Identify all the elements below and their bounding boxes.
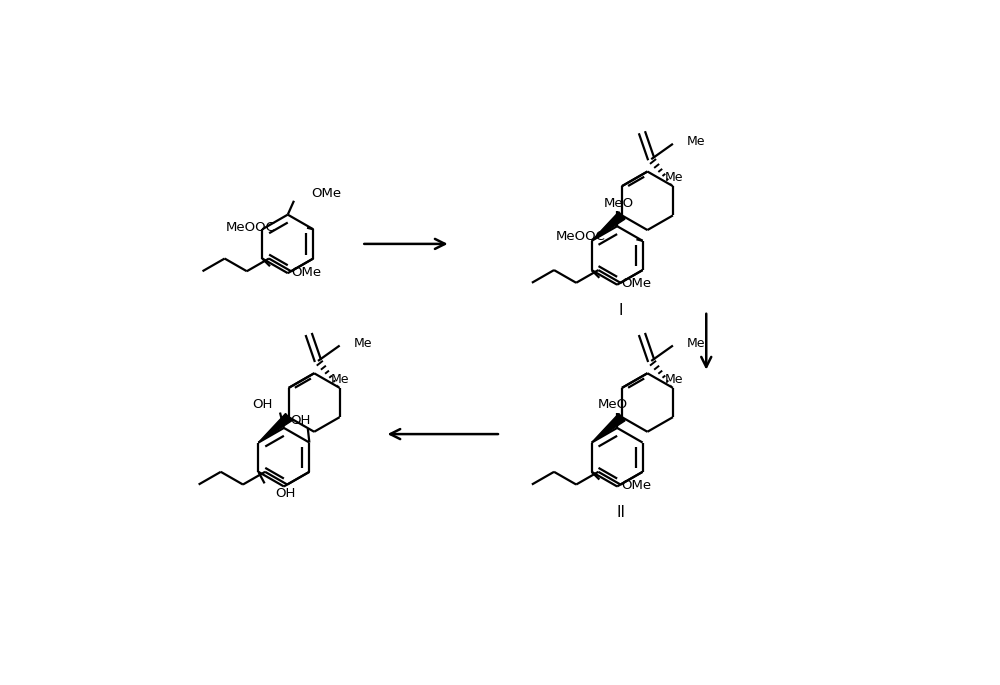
Text: MeO: MeO bbox=[604, 197, 634, 210]
Text: OMe: OMe bbox=[311, 186, 341, 199]
Text: Me: Me bbox=[687, 135, 705, 148]
Text: MeOOC: MeOOC bbox=[556, 230, 605, 243]
Text: Me: Me bbox=[354, 337, 372, 350]
Polygon shape bbox=[592, 212, 625, 241]
Text: Me: Me bbox=[664, 171, 683, 184]
Text: I: I bbox=[619, 303, 623, 319]
Text: Me: Me bbox=[687, 337, 705, 350]
Text: OMe: OMe bbox=[621, 277, 651, 290]
Text: OMe: OMe bbox=[621, 479, 651, 493]
Text: OMe: OMe bbox=[292, 266, 322, 279]
Text: MeO: MeO bbox=[598, 399, 628, 411]
Text: Me: Me bbox=[664, 373, 683, 386]
Text: OH: OH bbox=[290, 414, 310, 427]
Text: II: II bbox=[616, 505, 626, 520]
Text: OH: OH bbox=[252, 399, 272, 411]
Text: MeOOC: MeOOC bbox=[226, 221, 276, 234]
Polygon shape bbox=[258, 414, 292, 443]
Polygon shape bbox=[592, 414, 625, 443]
Text: OH: OH bbox=[275, 487, 296, 500]
Text: Me: Me bbox=[331, 373, 350, 386]
